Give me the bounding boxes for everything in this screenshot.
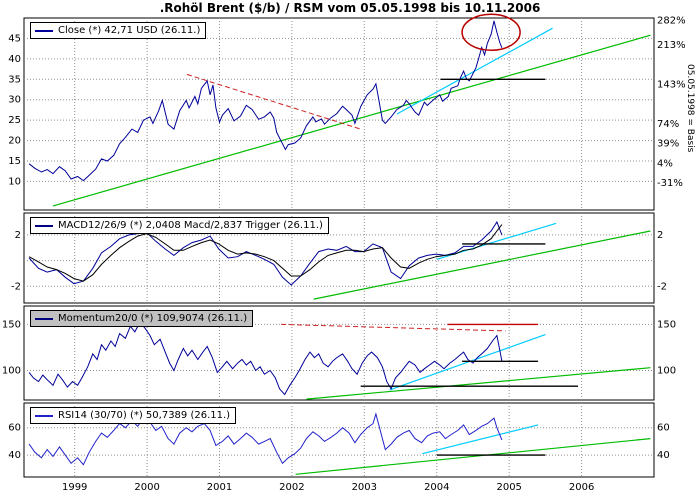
rsi-line-sample <box>35 414 53 417</box>
y-axis-label-right: 213% <box>657 40 686 51</box>
y-axis-label-right: 2 <box>657 230 663 241</box>
chart-title: .Rohöl Brent ($/b) / RSM vom 05.05.1998 … <box>159 1 541 15</box>
y-axis-label-right: -31% <box>657 178 683 189</box>
y-axis-label-left: 40 <box>8 450 21 461</box>
y-axis-label-left: 100 <box>2 366 21 377</box>
momentum-short-trend-line <box>389 334 546 391</box>
legend-close: Close (*) 42,71 USD (26.11.) <box>30 22 207 39</box>
macd-series-line <box>28 220 503 286</box>
close-series-line <box>28 20 503 182</box>
y-axis-label-right: 40 <box>657 450 670 461</box>
close-line-sample <box>35 29 53 32</box>
y-axis-label-right: 143% <box>657 80 686 91</box>
y-axis-label-left: 35 <box>8 74 21 85</box>
legend-close-text: Close (*) 42,71 USD (26.11.) <box>58 25 201 36</box>
legend-rsi-text: RSI14 (30/70) (*) 50,7389 (26.11.) <box>58 410 231 421</box>
momentum-uptrend-line <box>306 367 651 400</box>
x-axis-year-label: 2002 <box>279 482 304 493</box>
y-axis-label-right: 150 <box>657 319 676 330</box>
y-axis-label-left: 60 <box>8 423 21 434</box>
x-axis-year-label: 2004 <box>424 482 449 493</box>
legend-macd-text: MACD12/26/9 (*) 2,0408 Macd/2,837 Trigge… <box>58 220 323 231</box>
rsi-uptrend-line <box>295 438 651 475</box>
legend-momentum: Momentum20/0 (*) 109,9074 (26.11.) <box>30 310 254 327</box>
y-axis-label-left: 30 <box>8 95 21 106</box>
momentum-series-line <box>28 321 503 396</box>
momentum-downtrend-line <box>281 323 506 332</box>
y-axis-label-right: 4% <box>657 158 673 169</box>
y-axis-label-left: 15 <box>8 156 21 167</box>
trigger-series-line <box>28 224 503 282</box>
y-axis-label-left: 10 <box>8 176 21 187</box>
x-axis-year-label: 2006 <box>569 482 594 493</box>
x-axis-year-label: 1999 <box>62 482 87 493</box>
y-axis-label-right: 282% <box>657 16 686 27</box>
rsi-series-line <box>28 412 503 466</box>
x-axis-year-label: 2000 <box>134 482 159 493</box>
y-axis-label-left: -2 <box>11 281 21 292</box>
y-axis-label-right: 39% <box>657 138 679 149</box>
close-panel <box>23 17 655 211</box>
y-axis-label-left: 45 <box>8 33 21 44</box>
legend-momentum-text: Momentum20/0 (*) 109,9074 (26.11.) <box>58 313 248 324</box>
macd-uptrend-line <box>313 230 651 300</box>
y-axis-label-left: 150 <box>2 319 21 330</box>
y-axis-label-right: 100 <box>657 366 676 377</box>
y-axis-label-left: 2 <box>15 230 21 241</box>
x-axis-year-label: 2001 <box>207 482 232 493</box>
legend-rsi: RSI14 (30/70) (*) 50,7389 (26.11.) <box>30 407 237 424</box>
y-axis-label-left: 25 <box>8 115 21 126</box>
long-term-trend-line <box>52 34 651 207</box>
rsi-short-trend-line <box>422 424 539 455</box>
momentum-line-sample <box>35 317 53 320</box>
y-axis-label-right: 74% <box>657 119 679 130</box>
y-axis-label-right: -2 <box>657 281 667 292</box>
x-axis-year-label: 2005 <box>496 482 521 493</box>
macd-line-sample <box>35 224 53 227</box>
downtrend-line <box>186 73 361 130</box>
basis-axis-note: 05.05.1998 = Basis <box>685 64 695 153</box>
x-axis-year-label: 2003 <box>352 482 377 493</box>
y-axis-label-left: 20 <box>8 136 21 147</box>
y-axis-label-left: 40 <box>8 54 21 65</box>
y-axis-label-right: 60 <box>657 423 670 434</box>
peak-highlight-ellipse <box>461 13 521 52</box>
legend-macd: MACD12/26/9 (*) 2,0408 Macd/2,837 Trigge… <box>30 217 329 234</box>
